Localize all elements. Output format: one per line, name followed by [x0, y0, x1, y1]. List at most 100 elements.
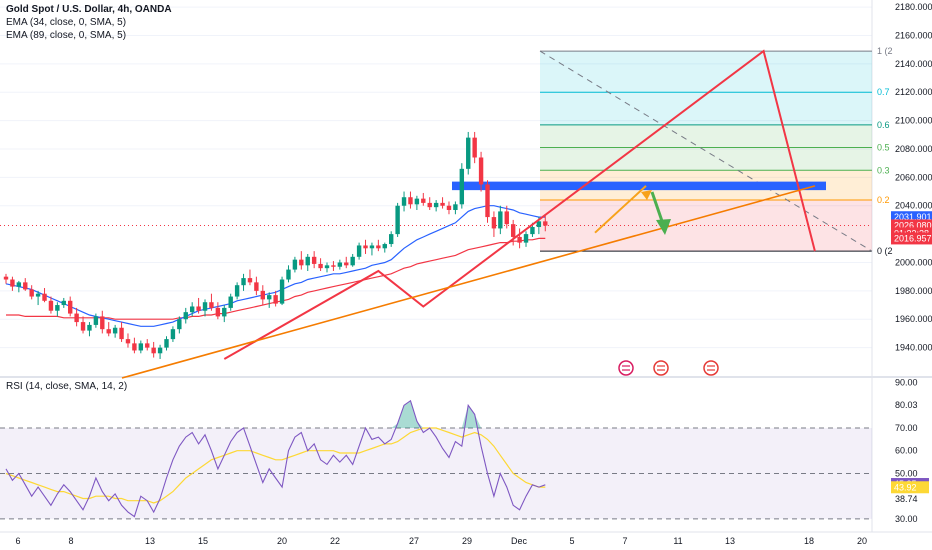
candle-body	[170, 329, 176, 340]
candle-body	[510, 224, 516, 237]
candle-body	[35, 293, 41, 297]
time-tick-label: 6	[15, 536, 20, 546]
time-tick-label: 27	[409, 536, 419, 546]
price-tick-label: 2120.000	[895, 87, 932, 97]
candle-body	[55, 305, 60, 311]
candle-body	[3, 276, 9, 280]
candle-body	[10, 279, 15, 287]
price-tick-label: 2140.000	[895, 59, 932, 69]
fibonacci-retracement[interactable]: 1 (2 0.7 0.6 0.5 0.3 0.2 0 (2	[0, 46, 893, 256]
price-tick-label: 2100.000	[895, 116, 932, 126]
candle-body	[389, 234, 394, 245]
candle-body	[408, 197, 413, 205]
ema34-legend[interactable]: EMA (34, close, 0, SMA, 5)	[6, 17, 127, 28]
price-tick-label: 1940.000	[895, 343, 932, 353]
candle-body	[414, 198, 420, 205]
candle-body	[363, 245, 368, 249]
time-tick-label: 13	[725, 536, 735, 546]
candle-body	[344, 262, 349, 266]
candle-body	[446, 205, 452, 210]
candle-body	[241, 278, 246, 286]
candle-body	[177, 319, 182, 330]
candle-body	[48, 300, 54, 311]
candle-body	[157, 347, 163, 354]
candle-body	[112, 327, 118, 334]
candle-body	[16, 282, 22, 287]
drawings[interactable]	[121, 49, 816, 379]
rsi-badge-label: 43.92	[894, 482, 917, 492]
rsi-pane	[0, 399, 872, 520]
candle-body	[427, 202, 432, 208]
us-flag-event-icon	[653, 360, 669, 376]
ascending-trendline	[121, 185, 816, 379]
arrow-up-line	[594, 185, 647, 234]
candle-body	[132, 343, 137, 351]
candle-body	[478, 157, 484, 185]
time-tick-label: 22	[330, 536, 340, 546]
rsi-badge	[891, 481, 929, 494]
candle-body	[222, 307, 227, 317]
candle-body	[472, 137, 477, 158]
chart-title: Gold Spot / U.S. Dollar, 4h, OANDA	[6, 4, 172, 15]
candle-body	[504, 211, 509, 225]
price-badge-label: 2016.957	[894, 233, 932, 243]
candle-body	[125, 339, 131, 344]
time-tick-label: 5	[569, 536, 574, 546]
candles	[3, 131, 548, 359]
candle-body	[42, 293, 47, 301]
candle-body	[536, 221, 542, 228]
candle-body	[350, 256, 355, 266]
candle-body	[543, 221, 548, 226]
candle-body	[196, 306, 201, 311]
ema89-legend[interactable]: EMA (89, close, 0, SMA, 5)	[6, 30, 127, 41]
candle-body	[209, 302, 214, 308]
price-tick-label: 2040.000	[895, 201, 932, 211]
candle-body	[369, 245, 375, 249]
candle-body	[305, 256, 310, 266]
candle-body	[254, 282, 259, 291]
candle-body	[234, 285, 240, 297]
candle-body	[337, 262, 343, 267]
candle-body	[202, 302, 208, 311]
candle-body	[382, 244, 387, 249]
candle-body	[119, 327, 124, 340]
time-tick-label: 18	[804, 536, 814, 546]
fib-level-label: 1 (2	[877, 46, 893, 56]
fib-band	[540, 200, 872, 252]
time-tick-label: 13	[145, 536, 155, 546]
candle-body	[311, 256, 317, 264]
candle-body	[247, 278, 253, 283]
rsi-tick-label: 60.00	[895, 446, 918, 456]
candle-body	[292, 259, 298, 270]
candle-body	[68, 300, 73, 314]
arrow-down-head	[656, 219, 671, 235]
rsi-tick-label: 80.03	[895, 400, 918, 410]
candle-body	[498, 211, 503, 229]
candle-body	[530, 227, 535, 235]
rsi-legend[interactable]: RSI (14, close, SMA, 14, 2)	[6, 381, 128, 392]
event-icons[interactable]	[618, 360, 719, 376]
candle-body	[74, 313, 79, 323]
time-tick-label: 20	[857, 536, 867, 546]
candle-body	[401, 197, 407, 206]
candle-body	[260, 290, 265, 300]
time-tick-label: 11	[673, 536, 682, 546]
candle-body	[80, 322, 86, 331]
arrow-down-line	[650, 191, 665, 225]
candle-body	[356, 245, 362, 257]
fib-band	[540, 147, 872, 171]
fib-level-label: 0.7	[877, 87, 890, 97]
candle-body	[421, 198, 426, 203]
candle-body	[440, 202, 445, 206]
rsi-ma-line	[5, 427, 546, 504]
candle-body	[87, 324, 92, 331]
candle-body	[183, 312, 188, 320]
price-tick-label: 2160.000	[895, 30, 932, 40]
ema34-line	[5, 205, 546, 327]
rsi-tick-label: 90.00	[895, 378, 918, 388]
candle-body	[523, 234, 529, 243]
candle-body	[61, 300, 66, 306]
price-tick-label: 2180.000	[895, 2, 932, 12]
candle-body	[491, 217, 497, 229]
